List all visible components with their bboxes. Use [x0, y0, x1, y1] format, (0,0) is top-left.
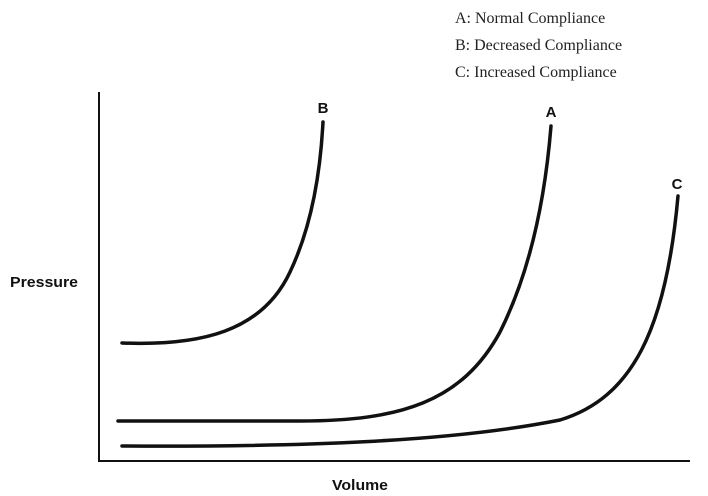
legend-entry: C: Increased Compliance [455, 64, 617, 81]
x-axis-label: Volume [332, 477, 388, 494]
curve-b [120, 120, 325, 346]
curve-a [116, 124, 553, 423]
curve-label: C [672, 176, 683, 193]
curve-label: B [318, 100, 329, 117]
curve-c [120, 194, 680, 448]
y-axis-label: Pressure [10, 274, 78, 291]
curve-label: A [546, 104, 557, 121]
legend-entry: B: Decreased Compliance [455, 37, 622, 54]
legend-entry: A: Normal Compliance [455, 10, 605, 27]
